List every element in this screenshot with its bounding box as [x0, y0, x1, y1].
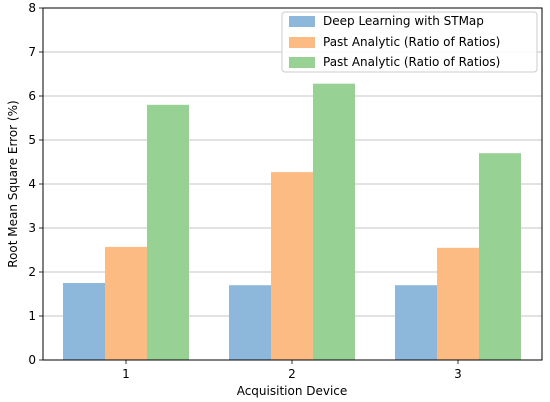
legend-swatch-past-analytic-1 — [289, 37, 315, 48]
y-tick-label: 0 — [28, 353, 36, 367]
y-tick-label: 7 — [28, 45, 36, 59]
y-tick-label: 1 — [28, 309, 36, 323]
legend-label-deep-learning: Deep Learning with STMap — [323, 14, 484, 28]
bar-series-1-device-3 — [395, 285, 437, 360]
y-tick-label: 2 — [28, 265, 36, 279]
x-tick-label: 1 — [122, 367, 130, 381]
bar-series-2-device-1 — [105, 246, 147, 360]
bar-series-3-device-2 — [313, 83, 355, 361]
legend-label-past-analytic-1: Past Analytic (Ratio of Ratios) — [323, 35, 500, 49]
y-tick-label: 4 — [28, 177, 36, 191]
legend-swatch-past-analytic-2 — [289, 57, 315, 68]
bar-series-2-device-3 — [437, 247, 479, 360]
x-axis-label: Acquisition Device — [237, 384, 348, 398]
y-tick-label: 8 — [28, 1, 36, 15]
y-tick-label: 6 — [28, 89, 36, 103]
bar-series-1-device-2 — [229, 285, 271, 360]
y-tick-label: 5 — [28, 133, 36, 147]
legend: Deep Learning with STMap Past Analytic (… — [281, 11, 538, 73]
bars-layer — [63, 83, 521, 361]
y-axis-label: Root Mean Square Error (%) — [6, 100, 20, 267]
legend-label-past-analytic-2: Past Analytic (Ratio of Ratios) — [323, 55, 500, 69]
x-tick-label: 2 — [288, 367, 296, 381]
legend-swatch-deep-learning — [289, 16, 315, 27]
bar-series-3-device-3 — [479, 153, 521, 360]
bar-series-2-device-2 — [271, 172, 313, 360]
ticks-layer: 0 1 2 3 4 5 6 7 8 1 2 3 — [28, 1, 461, 381]
bar-series-3-device-1 — [147, 104, 189, 360]
x-tick-label: 3 — [454, 367, 462, 381]
bar-series-1-device-1 — [63, 283, 105, 360]
y-tick-label: 3 — [28, 221, 36, 235]
legend-box — [281, 11, 538, 73]
